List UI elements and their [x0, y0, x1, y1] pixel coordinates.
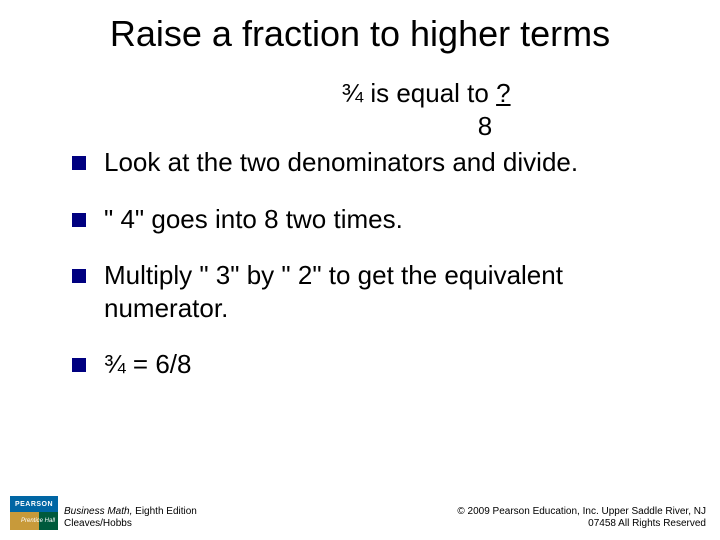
bullet-item: Multiply " 3" by " 2" to get the equival… [72, 259, 680, 324]
slide-title: Raise a fraction to higher terms [0, 0, 720, 55]
intro-underlined: ? [496, 78, 510, 108]
bullet-marker-icon [72, 156, 86, 170]
intro-block: ¾ is equal to ? 8 [72, 77, 680, 142]
publisher-logo: PEARSON Prentice Hall [10, 496, 58, 530]
intro-line-2: 8 [72, 110, 680, 143]
footer-copyright: © 2009 Pearson Education, Inc. Upper Sad… [457, 506, 706, 530]
book-title: Business Math, [64, 506, 132, 517]
intro-prefix: ¾ is equal to [341, 78, 496, 108]
book-authors: Cleaves/Hobbs [64, 518, 197, 530]
bullet-item: " 4" goes into 8 two times. [72, 203, 680, 236]
logo-bottom-text: Prentice Hall [10, 512, 58, 530]
bullet-item: ¾ = 6/8 [72, 348, 680, 381]
bullet-marker-icon [72, 213, 86, 227]
book-edition: Eighth Edition [132, 506, 197, 517]
footer-left: PEARSON Prentice Hall Business Math, Eig… [10, 496, 197, 530]
copyright-line-2: 07458 All Rights Reserved [457, 518, 706, 530]
bullet-text: ¾ = 6/8 [104, 348, 680, 381]
bullet-marker-icon [72, 269, 86, 283]
bullet-text: Multiply " 3" by " 2" to get the equival… [104, 259, 680, 324]
logo-top-text: PEARSON [10, 496, 58, 512]
slide-content: ¾ is equal to ? 8 Look at the two denomi… [0, 55, 720, 381]
bullet-item: Look at the two denominators and divide. [72, 146, 680, 179]
bullet-text: " 4" goes into 8 two times. [104, 203, 680, 236]
intro-line-1: ¾ is equal to ? [72, 77, 680, 110]
footer-book-info: Business Math, Eighth Edition Cleaves/Ho… [64, 506, 197, 530]
slide-footer: PEARSON Prentice Hall Business Math, Eig… [0, 496, 720, 530]
bullet-text: Look at the two denominators and divide. [104, 146, 680, 179]
copyright-line-1: © 2009 Pearson Education, Inc. Upper Sad… [457, 506, 706, 518]
bullet-marker-icon [72, 358, 86, 372]
